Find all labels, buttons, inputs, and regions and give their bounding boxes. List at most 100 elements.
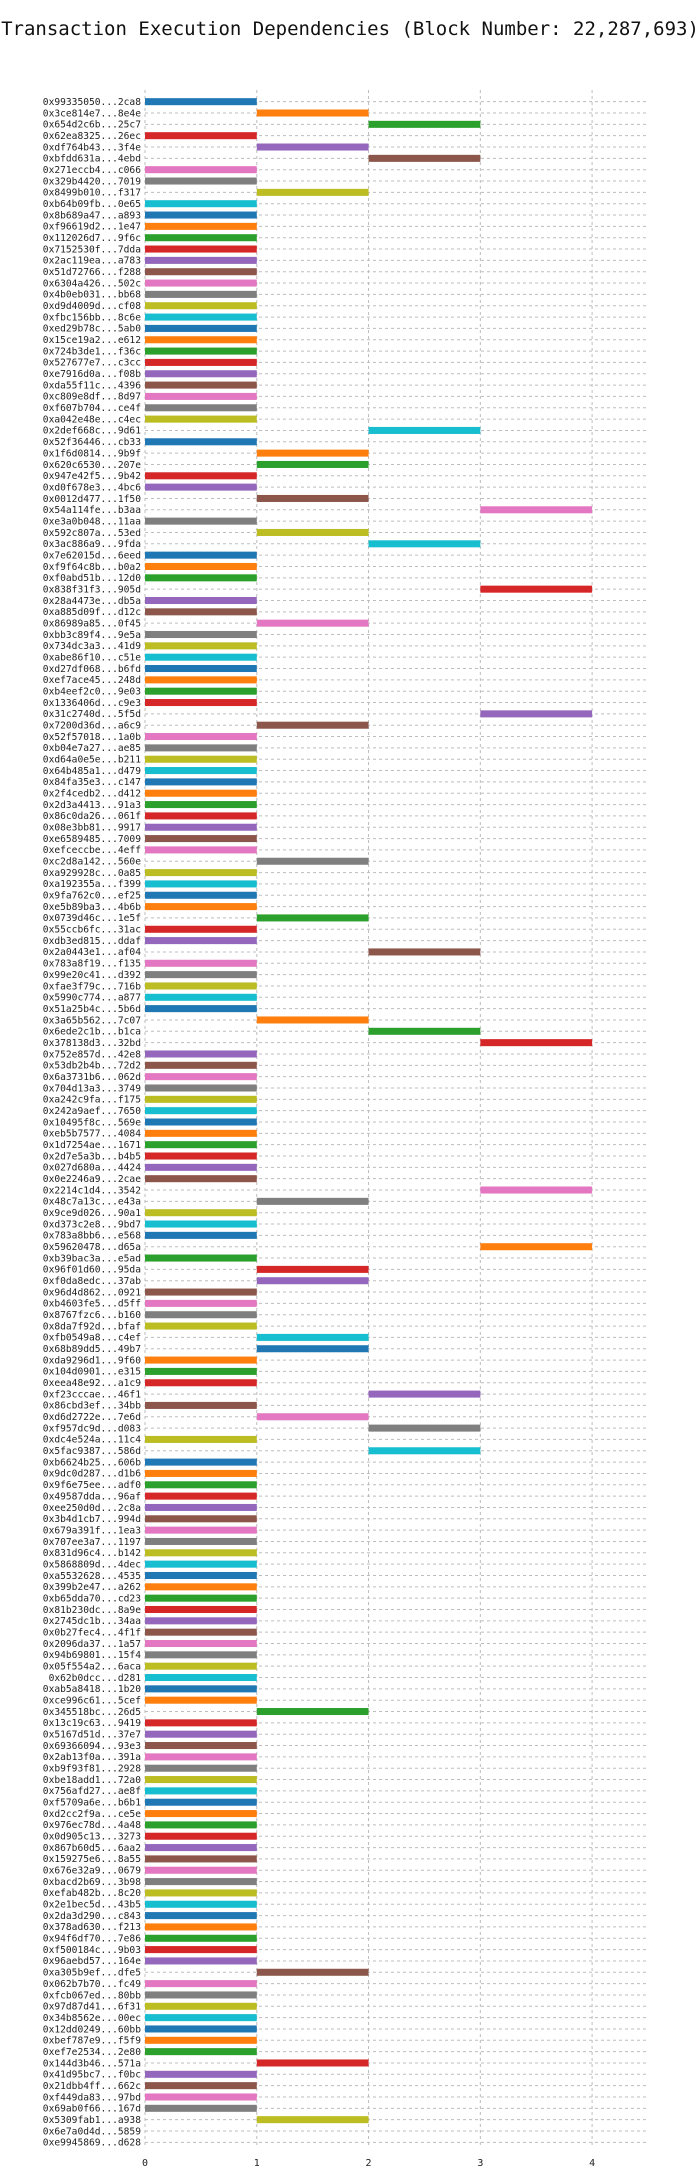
transaction-label: 0xb6624b25...606b	[43, 1457, 141, 1468]
transaction-bar	[145, 1050, 257, 1058]
transaction-label: 0x724b3de1...f36c	[43, 346, 141, 357]
transaction-label: 0xe7916d0a...f08b	[43, 369, 141, 380]
transaction-bar	[256, 494, 369, 502]
transaction-bar	[145, 1696, 257, 1704]
transaction-label: 0xef7e2534...2e80	[43, 2047, 141, 2058]
transaction-bar	[256, 109, 369, 117]
transaction-label: 0x69366094...93e3	[43, 1741, 141, 1752]
transaction-bar	[145, 1231, 257, 1239]
transaction-bar	[145, 676, 257, 684]
transaction-label: 0xe6589485...7009	[43, 834, 141, 845]
transaction-label: 0x8da7f92d...bfaf	[43, 1321, 141, 1332]
transaction-bar	[145, 823, 257, 831]
transaction-label: 0x52f36446...cb33	[43, 437, 141, 448]
transaction-label: 0xfbc156bb...8c6e	[43, 312, 141, 323]
transaction-label: 0x05f554a2...6aca	[43, 1661, 141, 1672]
transaction-bar	[480, 585, 593, 593]
transaction-label: 0x96f01d60...95da	[43, 1265, 141, 1276]
transaction-label: 0xb64b09fb...0e65	[43, 199, 141, 210]
transaction-label: 0x062b7b70...fc49	[43, 1979, 141, 1990]
transaction-label: 0xdc4e524a...11c4	[43, 1435, 141, 1446]
transaction-label: 0xe9945869...d628	[43, 2138, 141, 2149]
transaction-bar	[145, 1515, 257, 1523]
transaction-label: 0x734dc3a3...41d9	[43, 641, 141, 652]
transaction-label: 0xe3a0b048...11aa	[43, 516, 141, 527]
transaction-bar	[145, 2014, 257, 2022]
transaction-bar	[145, 903, 257, 911]
transaction-label: 0x8499b010...f317	[43, 188, 141, 199]
transaction-bar	[145, 971, 257, 979]
transaction-label: 0x756afd27...ae8f	[43, 1786, 141, 1797]
transaction-label: 0x8767fzc6...b160	[43, 1310, 141, 1321]
transaction-bar	[145, 1878, 257, 1886]
transaction-label: 0xd2cc2f9a...ce5e	[43, 1809, 141, 1820]
transaction-label: 0x52f57018...1a0b	[43, 732, 141, 743]
transaction-bar	[145, 562, 257, 571]
transaction-bar	[145, 1481, 257, 1489]
transaction-bar	[145, 2093, 257, 2101]
transaction-label: 0x54a114fe...b3aa	[43, 505, 141, 516]
transaction-label: 0x976ec78d...4a48	[43, 1820, 141, 1831]
transaction-bar	[145, 1583, 257, 1591]
transaction-label: 0xee250d0d...2c8a	[43, 1503, 141, 1514]
transaction-bar	[145, 2002, 257, 2010]
transaction-bar	[256, 619, 369, 627]
transaction-bar	[256, 1413, 369, 1421]
transaction-label: 0x64b485a1...d479	[43, 766, 141, 777]
transaction-bar	[145, 1141, 257, 1149]
transaction-label: 0xbacd2b69...3b98	[43, 1877, 141, 1888]
transaction-label: 0x3b4d1cb7...994d	[43, 1514, 141, 1525]
transaction-bar	[145, 1730, 257, 1738]
transaction-label: 0xf23cccae...46f1	[43, 1389, 141, 1400]
transaction-label: 0xd373c2e8...9bd7	[43, 1219, 141, 1230]
transaction-label: 0xbb3c89f4...9e5a	[43, 630, 141, 641]
transaction-label: 0xa929928c...0a85	[43, 868, 141, 879]
transaction-label: 0xf957dc9d...d083	[43, 1423, 141, 1434]
transaction-label: 0x7152530f...7dda	[43, 244, 141, 255]
transaction-bar	[256, 143, 369, 151]
transaction-label: 0x2def668c...9d61	[43, 426, 141, 437]
transaction-label: 0xf0abd51b...12d0	[43, 573, 141, 584]
transaction-label: 0xeb5b7577...4084	[43, 1129, 141, 1140]
transaction-bar	[145, 1685, 257, 1693]
transaction-label: 0x6a3731b6...062d	[43, 1072, 141, 1083]
transaction-bar	[145, 290, 257, 298]
transaction-bar	[145, 1753, 257, 1761]
transaction-bar	[145, 98, 257, 106]
transaction-bar	[145, 846, 257, 854]
transaction-label: 0xf9f64c8b...b0a2	[43, 562, 141, 573]
transaction-bar	[145, 256, 257, 264]
transaction-bar	[145, 1832, 257, 1840]
transaction-label: 0x704d13a3...3749	[43, 1083, 141, 1094]
transaction-label: 0xce996c61...5cef	[43, 1695, 141, 1706]
transaction-bar	[256, 1968, 369, 1976]
transaction-bar	[145, 1662, 257, 1670]
transaction-label: 0x2214c1d4...3542	[43, 1185, 141, 1196]
transaction-label: 0x2ac119ea...a783	[43, 256, 141, 267]
transaction-bar	[145, 1129, 257, 1137]
transaction-bar	[145, 381, 257, 389]
transaction-label: 0x94b69801...15f4	[43, 1650, 141, 1661]
transaction-bar	[256, 1265, 369, 1273]
transaction-bar	[368, 540, 481, 548]
transaction-label: 0xd6d2722e...7e6d	[43, 1412, 141, 1423]
transaction-bar	[145, 1639, 257, 1648]
transaction-bar	[145, 166, 257, 174]
transaction-label: 0x8b689a47...a893	[43, 210, 141, 221]
transaction-label: 0x7200d36d...a6c9	[43, 721, 141, 732]
transaction-bar	[145, 324, 257, 332]
transaction-label: 0xef7ace45...248d	[43, 675, 141, 686]
transaction-bar	[145, 1163, 257, 1171]
transaction-bar	[145, 993, 257, 1001]
transaction-label: 0xda55f11c...4396	[43, 380, 141, 391]
transaction-bar	[145, 925, 257, 933]
transaction-bar	[256, 1277, 369, 1285]
transaction-bar	[145, 1503, 257, 1511]
transaction-label: 0x2745dc1b...34aa	[43, 1616, 141, 1627]
transaction-label: 0xf0da8edc...37ab	[43, 1276, 141, 1287]
transaction-bar	[256, 1333, 369, 1341]
transaction-bar	[145, 1152, 257, 1160]
transaction-bar	[256, 188, 369, 196]
transaction-label: 0x84fa35e3...c147	[43, 777, 141, 788]
transaction-bar	[368, 120, 481, 128]
